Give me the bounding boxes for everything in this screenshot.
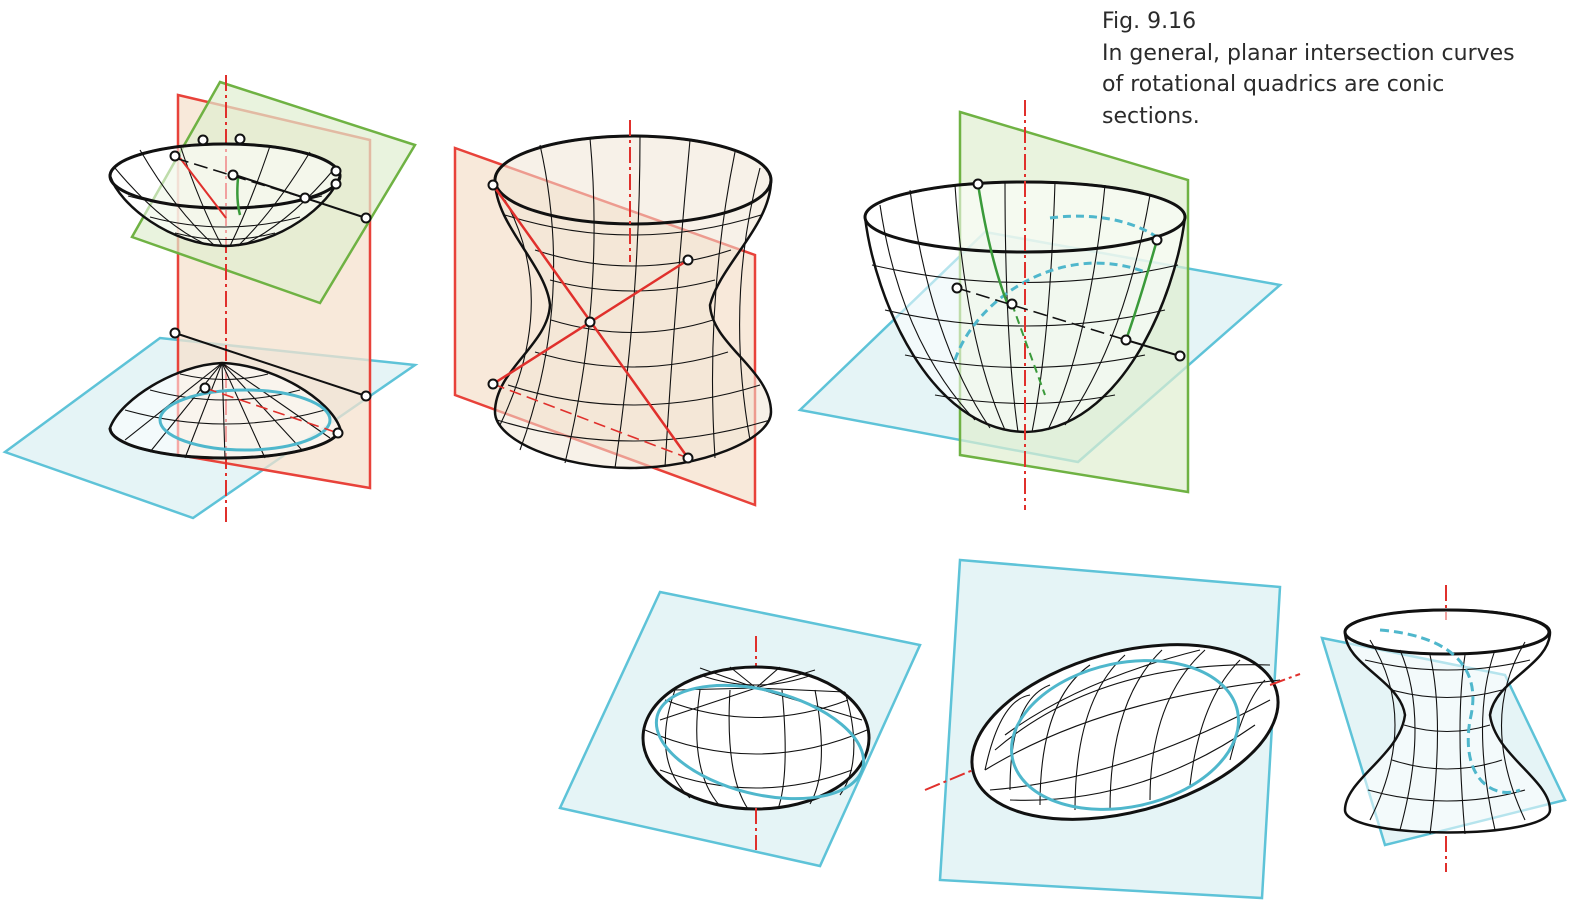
hyperboloid-mesh — [496, 135, 771, 469]
bowl-mesh — [114, 144, 336, 247]
lower-sheet-cap — [108, 332, 367, 460]
small-hyperboloid-mesh — [1364, 639, 1531, 835]
bowl-rim — [108, 142, 342, 210]
upper-sheet-bowl — [108, 142, 367, 248]
caption-line-3: sections. — [1102, 103, 1200, 129]
intersection-points-2 — [487, 179, 694, 464]
prolate-body — [970, 643, 1280, 821]
figure-oblate-ellipsoid — [558, 590, 922, 868]
axis-5-right — [1269, 673, 1301, 686]
green-section-curve — [236, 177, 242, 216]
figure-label: Fig. 9.16 — [1102, 9, 1197, 34]
caption-line-1: In general, planar intersection curves — [1102, 40, 1515, 66]
figure-small-hyperboloid — [1320, 585, 1567, 872]
cap-mesh — [124, 362, 331, 460]
prolate-mesh — [984, 649, 1281, 811]
figure-paraboloid — [797, 100, 1283, 510]
blue-section-ellipse-1 — [158, 388, 332, 452]
figure-one-sheet-hyperboloid — [453, 120, 773, 507]
blue-section-parabola — [953, 261, 1146, 361]
caption-line-2: of rotational quadrics are conic — [1102, 72, 1445, 97]
green-section-left — [976, 183, 1010, 306]
figure-caption: Fig. 9.16 In general, planar intersectio… — [1102, 6, 1572, 132]
blue-section-hyperbola-6 — [1379, 628, 1521, 794]
figure-two-sheet-hyperboloid — [2, 75, 419, 522]
figure-prolate-ellipsoid — [924, 558, 1301, 900]
intersection-points-3 — [951, 178, 1186, 362]
green-section-right — [1124, 239, 1159, 341]
intersection-points-1 — [169, 133, 372, 439]
red-section-curve — [179, 157, 227, 219]
blue-section-ellipse-5 — [1010, 659, 1240, 811]
small-hyperboloid-top-rim — [1343, 608, 1551, 656]
blue-section-ellipse-4 — [654, 683, 866, 801]
